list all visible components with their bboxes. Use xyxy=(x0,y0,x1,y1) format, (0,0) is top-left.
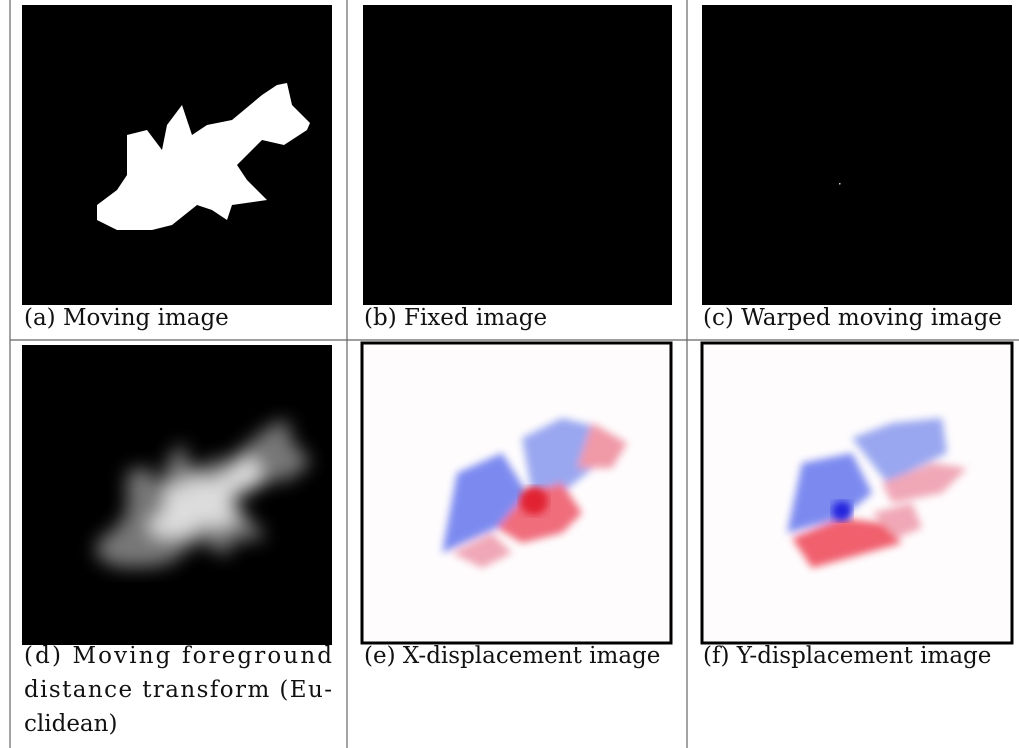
caption: (f) Y-displacement image xyxy=(703,643,991,669)
caption: distance transform (Eu- xyxy=(24,677,332,703)
y-displacement-image xyxy=(702,343,1012,643)
x-displacement-image xyxy=(362,343,671,643)
caption: clidean) xyxy=(24,711,117,737)
figure: (a) Moving image (b) Fixed image (c) Warpe… xyxy=(0,0,1019,748)
caption: (d) Moving foreground xyxy=(24,643,332,669)
fixed-image xyxy=(363,5,672,305)
page: (a) Moving image (b) Fixed image (c) Warpe… xyxy=(0,0,1019,748)
distance-transform-image xyxy=(22,345,332,645)
caption: (a) Moving image xyxy=(24,305,229,331)
caption: (b) Fixed image xyxy=(364,305,547,331)
moving-image xyxy=(22,5,332,305)
caption: (c) Warped moving image xyxy=(703,305,1002,331)
caption: (e) X-displacement image xyxy=(364,643,660,669)
warped-image xyxy=(702,5,1012,305)
